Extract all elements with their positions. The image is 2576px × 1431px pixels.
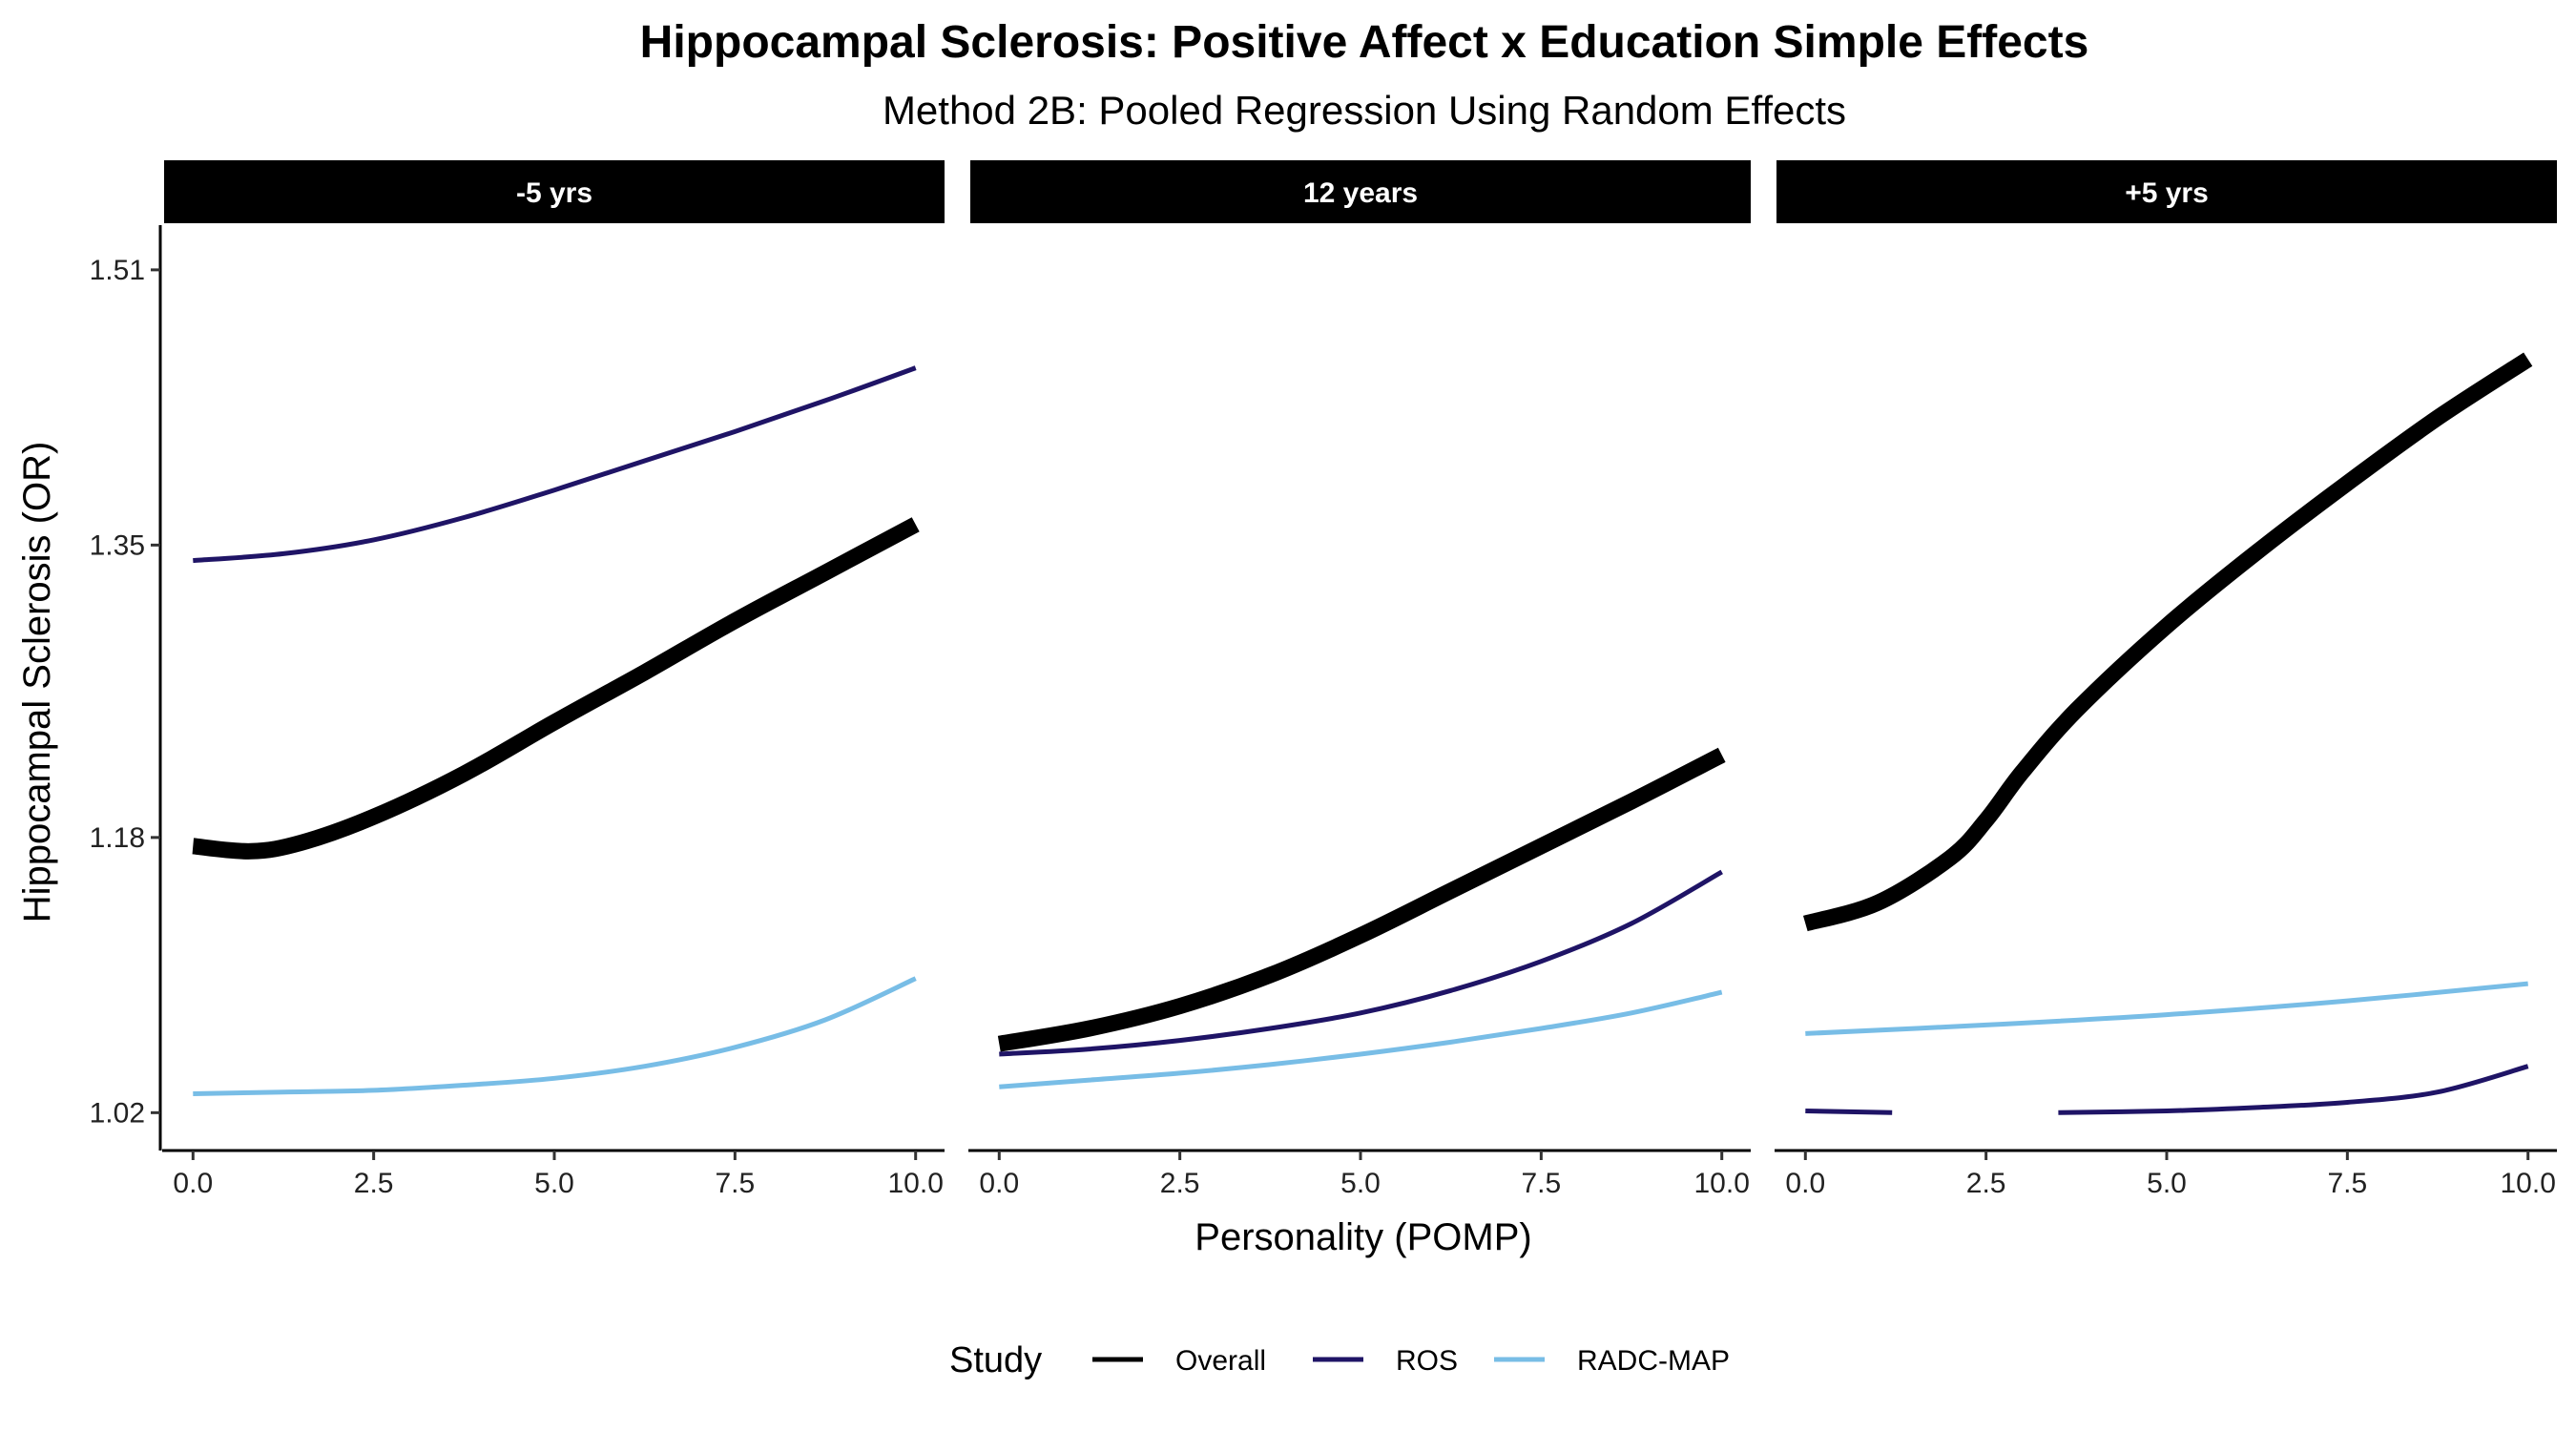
legend-title: Study	[949, 1340, 1042, 1380]
series-line-ros	[999, 869, 1723, 1057]
x-tick-label: 2.5	[1160, 1168, 1200, 1199]
x-tick-label: 10.0	[1694, 1168, 1750, 1199]
y-axis-title: Hippocampal Sclerosis (OR)	[16, 442, 58, 923]
series-line-radc-map	[1805, 981, 2528, 1036]
facet-strip	[164, 160, 945, 223]
y-tick-label: 1.51	[90, 255, 145, 286]
x-tick-label: 5.0	[1340, 1168, 1381, 1199]
x-tick-label: 0.0	[173, 1168, 213, 1199]
series-line-overall	[192, 517, 920, 860]
series-line-overall	[997, 747, 1726, 1052]
legend-label-ros: ROS	[1396, 1345, 1458, 1377]
x-tick-label: 7.5	[1521, 1168, 1561, 1199]
facet-strip	[1776, 160, 2557, 223]
facet-strip-label: 12 years	[1303, 177, 1418, 209]
facet-panel-5-yrs: +5 yrs 0.0 2.5 5.0 7.5 10.0	[1775, 160, 2557, 1199]
x-tick-label: 10.0	[2501, 1168, 2556, 1199]
x-tick-label: 2.5	[354, 1168, 394, 1199]
chart-title: Hippocampal Sclerosis: Positive Affect x…	[640, 17, 2089, 68]
y-tick-label: 1.18	[90, 822, 145, 854]
series-line-radc-map	[193, 976, 917, 1096]
series-line-radc-map	[999, 989, 1723, 1089]
x-tick-label: 10.0	[888, 1168, 944, 1199]
x-axis-title: Personality (POMP)	[1195, 1216, 1531, 1258]
series-line-ros	[1805, 1109, 1893, 1115]
x-tick-label: 5.0	[534, 1168, 574, 1199]
x-tick-label: 7.5	[715, 1168, 755, 1199]
x-tick-label: 0.0	[979, 1168, 1019, 1199]
facet-strip-label: +5 yrs	[2125, 177, 2209, 209]
legend-label-radc-map: RADC-MAP	[1577, 1345, 1730, 1377]
series-line-ros	[193, 365, 917, 564]
x-tick-label: 2.5	[1966, 1168, 2006, 1199]
facet-panel-5-yrs: -5 yrs 0.0 2.5 5.0 7.5 10.0	[162, 160, 945, 1199]
legend-label-overall: Overall	[1175, 1345, 1266, 1377]
facet-panel-12-years: 12 years 0.0 2.5 5.0 7.5 10.0	[968, 160, 1751, 1199]
x-tick-label: 5.0	[2147, 1168, 2187, 1199]
chart-subtitle: Method 2B: Pooled Regression Using Rando…	[883, 88, 1846, 133]
x-tick-label: 7.5	[2327, 1168, 2367, 1199]
facet-strip-label: -5 yrs	[516, 177, 592, 209]
series-line-ros	[2058, 1064, 2529, 1115]
y-tick-label: 1.35	[90, 529, 145, 561]
y-tick-label: 1.02	[90, 1097, 145, 1129]
facet-strip	[970, 160, 1751, 223]
legend: Study Overall ROS RADC-MAP	[949, 1340, 1730, 1380]
x-tick-label: 0.0	[1785, 1168, 1825, 1199]
series-line-overall	[1802, 352, 2533, 932]
